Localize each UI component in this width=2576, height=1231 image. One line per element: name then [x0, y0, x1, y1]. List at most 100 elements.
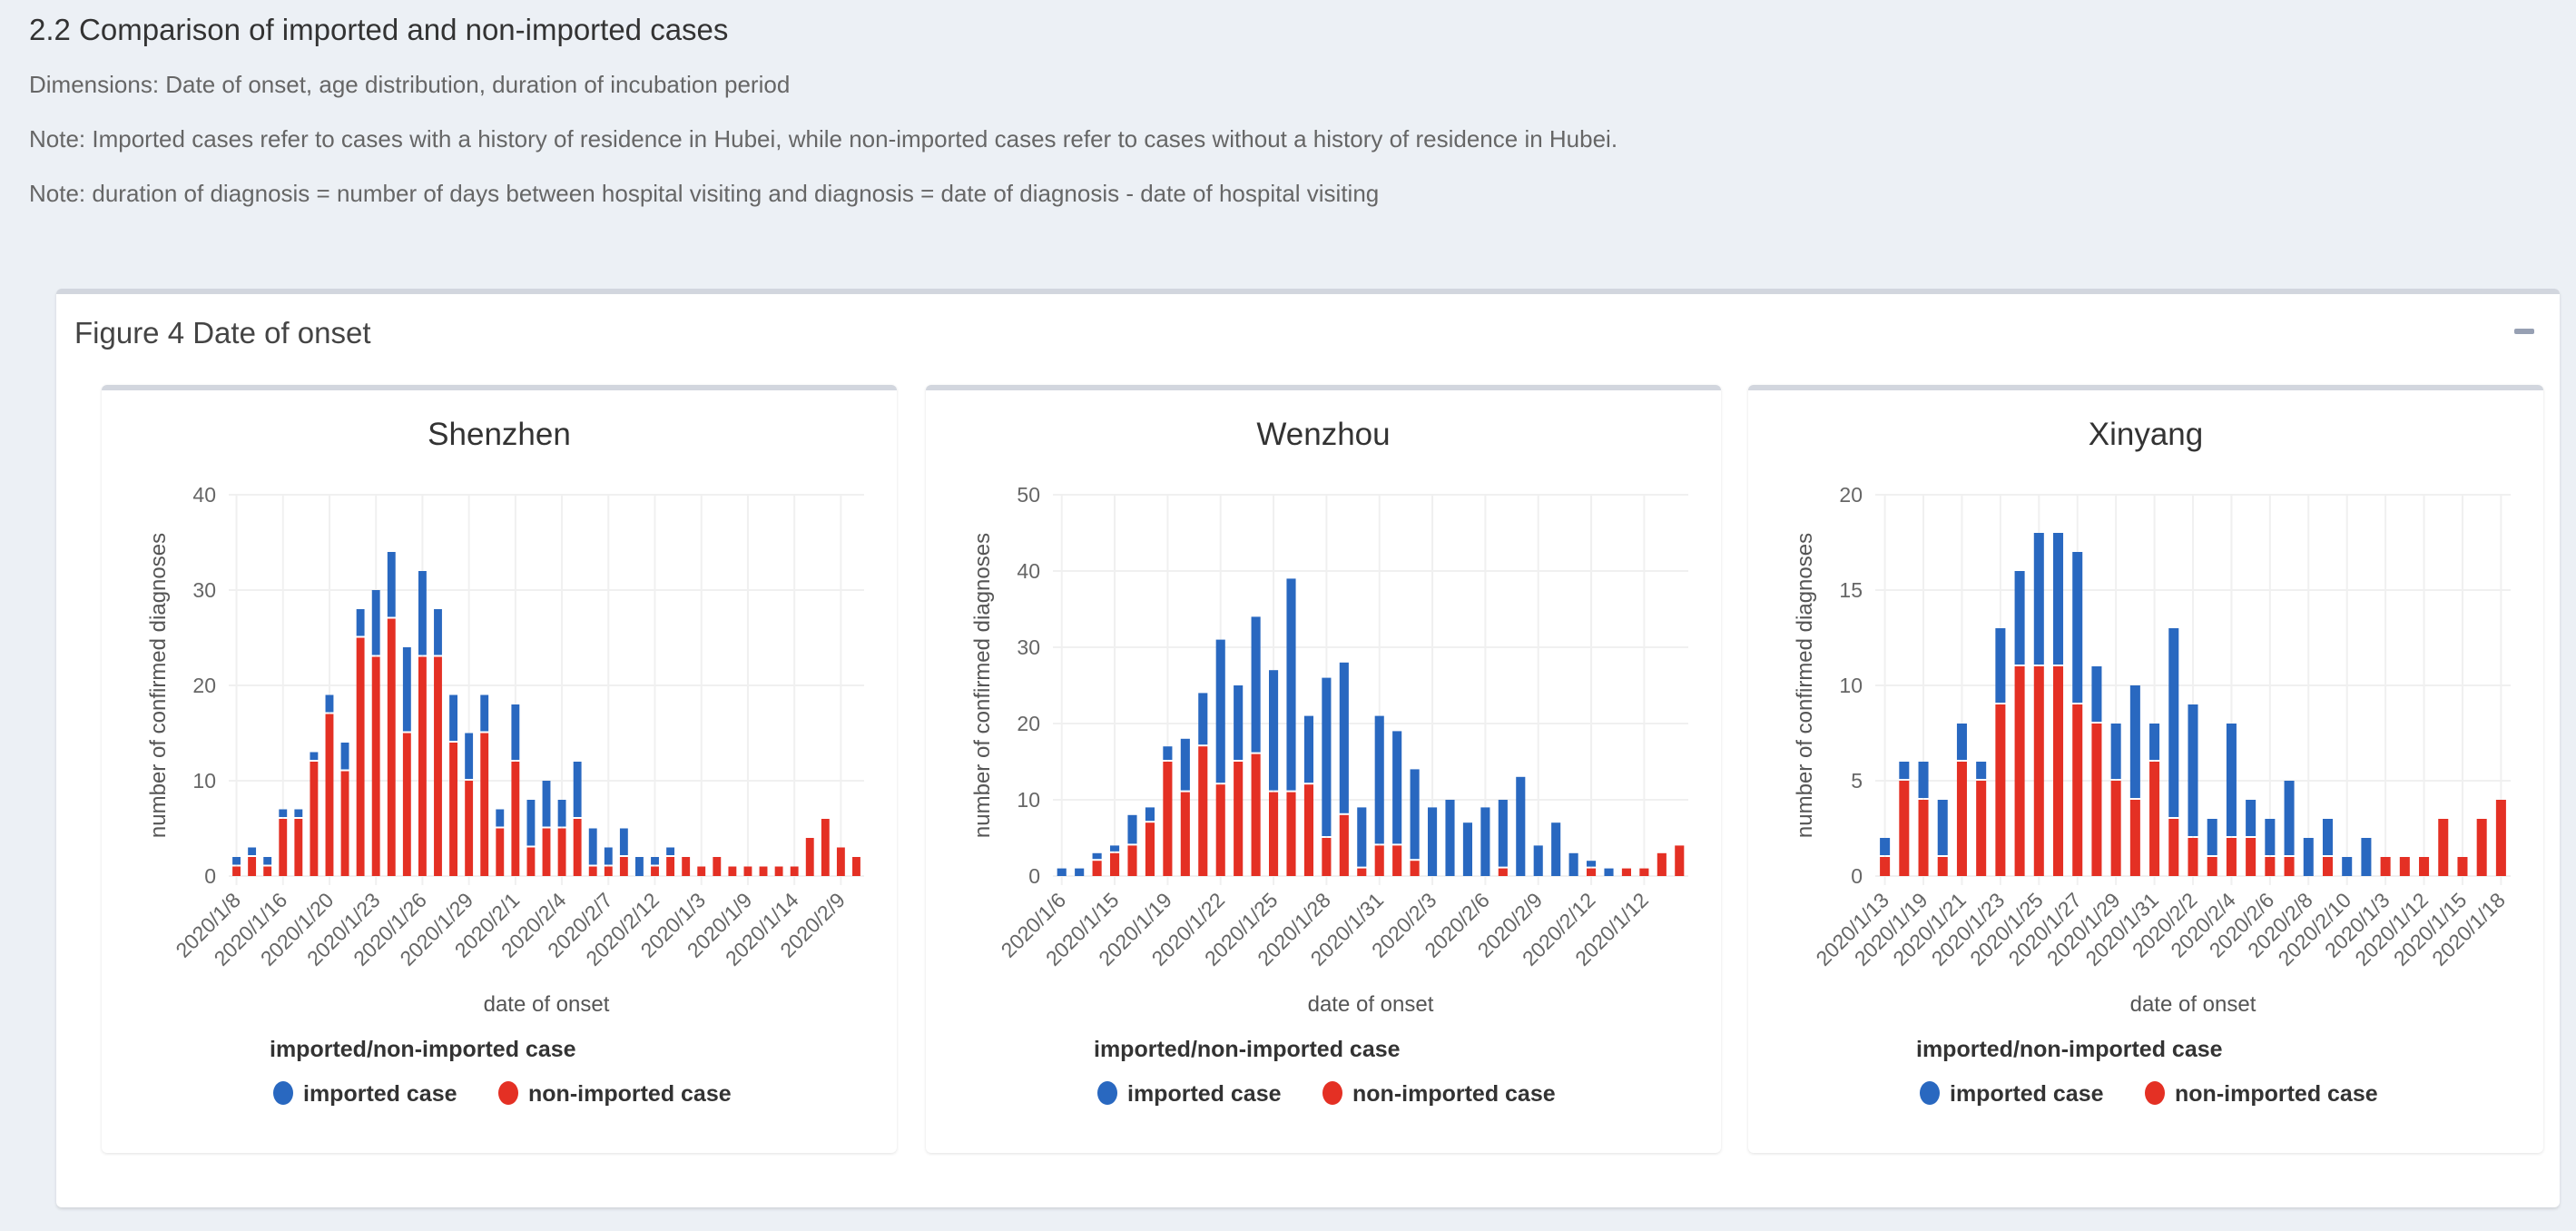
legend-non-imported-label: non-imported case [2175, 1081, 2378, 1107]
bar-non-imported [1145, 822, 1155, 876]
legend-imported-label: imported case [1127, 1081, 1282, 1107]
legend-title: imported/non-imported case [1094, 1037, 1401, 1062]
bar-imported [1604, 868, 1614, 876]
bar-non-imported [805, 838, 814, 876]
bar-non-imported [1937, 857, 1948, 876]
bar-imported [1092, 852, 1102, 860]
figure-box: Figure 4 Date of onset Shenzhen 0 10 20 30 40… [56, 289, 2560, 1207]
y-tick-label: 10 [1839, 674, 1863, 697]
legend-title: imported/non-imported case [1916, 1037, 2223, 1062]
bar-imported [1445, 800, 1455, 876]
bar-imported [1516, 776, 1526, 876]
bar-imported [434, 609, 442, 655]
bar-non-imported [542, 828, 551, 876]
y-tick-label: 30 [1017, 635, 1040, 659]
y-tick-label: 0 [1028, 864, 1040, 888]
legend-imported-icon [273, 1081, 293, 1105]
bar-imported [604, 847, 613, 865]
bar-imported [1110, 845, 1120, 852]
bar-imported [1234, 685, 1244, 760]
bar-non-imported [759, 866, 768, 876]
bar-non-imported [434, 656, 442, 876]
bar-non-imported [1251, 753, 1261, 876]
bar-imported [619, 828, 628, 855]
y-tick-label: 10 [192, 769, 216, 793]
bar-imported [2014, 571, 2025, 665]
bar-non-imported [1657, 852, 1667, 876]
section-title: 2.2 Comparison of imported and non-impor… [29, 13, 729, 46]
y-tick-label: 20 [192, 674, 216, 697]
bar-non-imported [1215, 784, 1225, 876]
bar-non-imported [480, 733, 489, 876]
bar-non-imported [651, 866, 659, 876]
bar-imported [294, 809, 303, 817]
bar-non-imported [2265, 857, 2276, 876]
bar-imported [666, 847, 675, 855]
bar-non-imported [1918, 800, 1929, 876]
bar-imported [1551, 822, 1561, 876]
y-tick-label: 20 [1017, 712, 1040, 735]
bar-imported [1937, 800, 1948, 855]
bar-imported [2072, 552, 2083, 703]
chart-shenzhen: Shenzhen0102030402020/1/82020/1/162020/1… [146, 417, 864, 1107]
bar-non-imported [2495, 800, 2506, 876]
bar-imported [248, 847, 257, 855]
legend-imported-label: imported case [1950, 1081, 2104, 1107]
bar-imported [1956, 724, 1967, 760]
bar-imported [480, 694, 489, 732]
bar-non-imported [356, 637, 365, 876]
bar-imported [371, 590, 380, 655]
chart-card-shenzhen: Shenzhen 0 10 20 30 40 2020/1/8 2020/1/16 2020/1… [102, 385, 897, 1153]
bar-non-imported [1498, 868, 1508, 876]
bar-imported [1303, 715, 1313, 783]
bar-imported [2361, 838, 2372, 876]
y-tick-label: 15 [1839, 578, 1863, 602]
bar-non-imported [387, 618, 396, 876]
bar-imported [1976, 762, 1987, 779]
y-tick-label: 50 [1017, 483, 1040, 507]
bar-imported [1533, 845, 1543, 876]
chart-wenzhou: Wenzhou010203040502020/1/62020/1/152020/… [970, 417, 1688, 1107]
bar-imported [2110, 724, 2121, 779]
y-tick-label: 10 [1017, 788, 1040, 812]
bar-non-imported [836, 847, 845, 876]
bar-non-imported [1976, 781, 1987, 876]
bar-non-imported [2457, 857, 2468, 876]
figure-title: Figure 4 Date of onset [74, 316, 371, 350]
bar-non-imported [1587, 868, 1597, 876]
bar-imported [1215, 639, 1225, 783]
bar-non-imported [2188, 838, 2198, 876]
bar-non-imported [2091, 724, 2102, 876]
bar-imported [1374, 715, 1384, 844]
minus-icon[interactable] [2514, 329, 2534, 334]
bar-non-imported [852, 857, 860, 876]
chart-card-wenzhou: Wenzhou 0 10 20 30 40 50 2020/1/6 2020/1/15 2020/… [926, 385, 1721, 1153]
bar-non-imported [1303, 784, 1313, 876]
bar-non-imported [2033, 666, 2044, 876]
legend-imported-icon [1097, 1081, 1117, 1105]
bar-non-imported [2438, 819, 2449, 876]
bar-non-imported [728, 866, 737, 876]
bar-imported [1163, 746, 1173, 760]
bar-non-imported [371, 656, 380, 876]
legend-imported-label: imported case [303, 1081, 457, 1107]
bar-non-imported [2072, 704, 2083, 876]
bar-non-imported [2149, 762, 2160, 876]
bar-non-imported [279, 819, 288, 876]
bar-non-imported [465, 781, 474, 876]
bar-imported [2188, 704, 2198, 836]
bar-non-imported [1374, 845, 1384, 876]
bar-non-imported [666, 857, 675, 876]
bar-non-imported [682, 857, 691, 876]
bar-imported [2091, 666, 2102, 722]
bar-non-imported [1956, 762, 1967, 876]
bar-imported [1995, 628, 2006, 703]
chart-card-xinyang: Xinyang 0 5 10 15 20 2020/1/13 2020/1/19 2020/1/… [1748, 385, 2543, 1153]
bar-non-imported [557, 828, 566, 876]
bar-imported [2168, 628, 2179, 817]
bar-imported [1180, 738, 1190, 791]
bar-non-imported [1110, 852, 1120, 876]
y-axis-label: number of confirmed diagnoses [970, 533, 995, 838]
bar-imported [2342, 857, 2353, 876]
note-imported-text: Note: Imported cases refer to cases with… [29, 125, 1618, 153]
